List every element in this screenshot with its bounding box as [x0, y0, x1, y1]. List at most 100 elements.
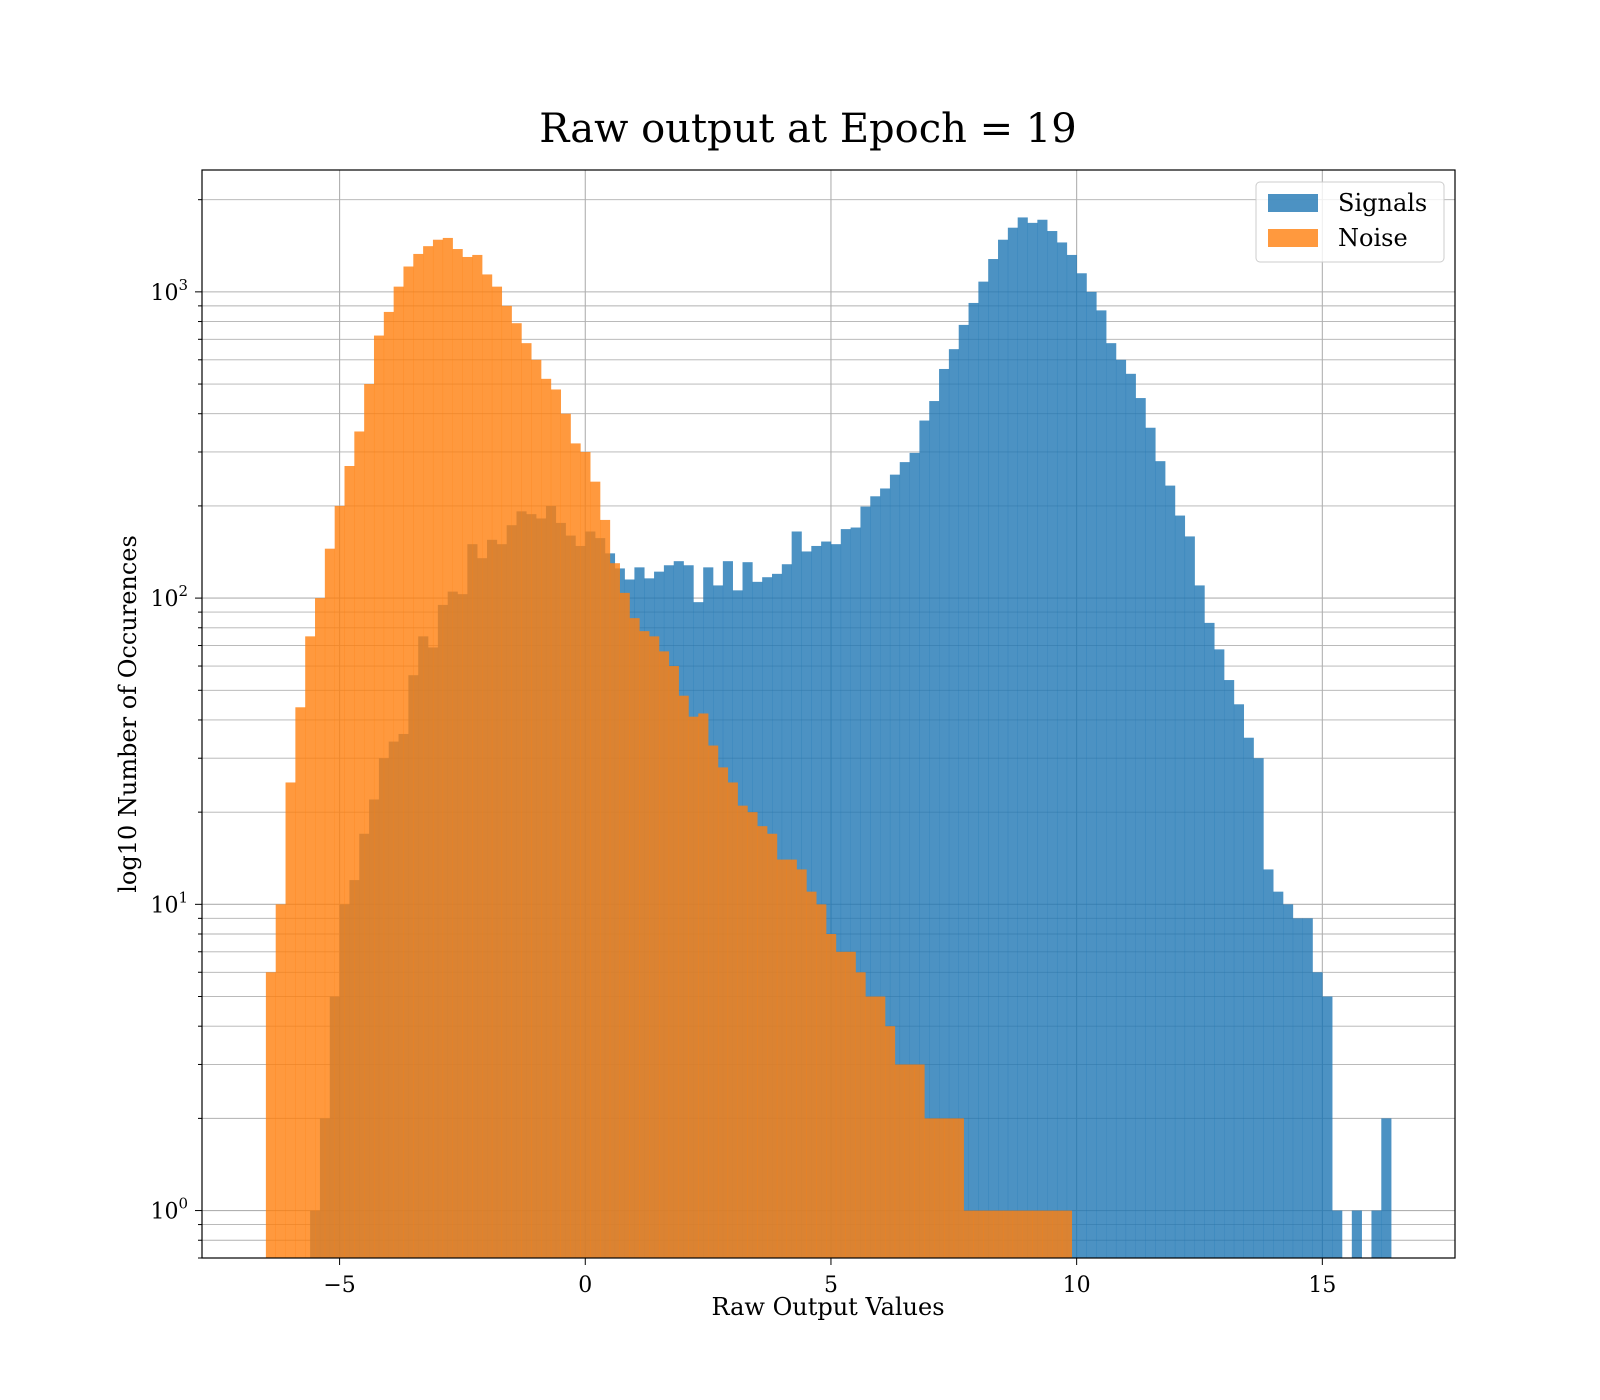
bar-signals: [830, 544, 842, 1258]
bar-noise: [639, 631, 650, 1258]
bar-signals: [1302, 918, 1313, 1258]
bar-noise: [1032, 1210, 1043, 1258]
bar-noise: [717, 767, 729, 1258]
bar-noise: [364, 384, 375, 1258]
bar-noise: [1061, 1210, 1073, 1258]
bar-signals: [919, 420, 930, 1258]
bar-noise: [295, 707, 306, 1258]
bar-noise: [885, 1026, 896, 1258]
bar-noise: [501, 305, 512, 1258]
bar-noise: [727, 782, 738, 1258]
bar-signals: [1106, 343, 1117, 1258]
bar-noise: [590, 481, 601, 1259]
bar-signals: [821, 541, 832, 1258]
bar-noise: [560, 413, 571, 1258]
legend-label-signals: Signals: [1338, 189, 1427, 217]
bar-signals: [1253, 758, 1264, 1258]
bar-noise: [265, 972, 277, 1258]
y-tick-base: 10: [150, 893, 178, 918]
bar-noise: [452, 249, 463, 1258]
bar-signals: [998, 239, 1009, 1258]
bar-noise: [835, 951, 846, 1258]
bar-noise: [767, 833, 778, 1258]
bar-noise: [442, 237, 453, 1258]
x-tick-label: 10: [1063, 1273, 1091, 1298]
bar-noise: [541, 378, 552, 1258]
bar-noise: [953, 1118, 964, 1258]
bar-noise: [1052, 1210, 1063, 1258]
bar-noise: [393, 286, 404, 1258]
bar-noise: [570, 443, 581, 1258]
bar-noise: [413, 253, 424, 1258]
bars-layer: [265, 217, 1392, 1259]
bar-signals: [1056, 242, 1068, 1259]
bar-signals: [1115, 359, 1127, 1259]
bar-noise: [403, 266, 414, 1258]
bar-signals: [1283, 904, 1294, 1258]
legend: Signals Noise: [1255, 181, 1445, 263]
bar-noise: [1002, 1210, 1014, 1258]
bar-signals: [1086, 291, 1097, 1258]
bar-noise: [531, 359, 542, 1259]
y-tick-label: 100: [150, 1195, 188, 1225]
legend-swatch-noise: [1268, 229, 1318, 247]
series-noise: [265, 237, 1073, 1259]
y-tick-label: 101: [150, 888, 188, 918]
bar-noise: [482, 274, 493, 1258]
bar-noise: [550, 389, 562, 1259]
x-tick-label: 15: [1308, 1273, 1336, 1298]
bar-noise: [344, 465, 355, 1258]
bar-noise: [324, 548, 335, 1258]
bar-signals: [840, 529, 851, 1258]
bar-signals: [1243, 737, 1254, 1258]
bar-signals: [1292, 918, 1303, 1258]
bar-noise: [649, 636, 660, 1258]
plot-area: [201, 169, 1456, 1259]
bar-signals: [1204, 622, 1215, 1258]
x-axis-title: Raw Output Values: [711, 1293, 944, 1321]
bar-signals: [929, 401, 940, 1259]
bar-noise: [1022, 1210, 1033, 1258]
bar-noise: [934, 1118, 945, 1258]
bar-noise: [1012, 1210, 1023, 1258]
bar-noise: [511, 323, 522, 1259]
bar-noise: [845, 951, 856, 1258]
bar-signals: [1312, 972, 1323, 1258]
bar-signals: [1332, 1210, 1343, 1258]
bar-noise: [973, 1210, 984, 1258]
y-tick-exponent: 1: [178, 888, 188, 906]
y-tick-label: 102: [150, 582, 188, 612]
bar-noise: [806, 891, 817, 1258]
bar-signals: [988, 259, 999, 1258]
bar-noise: [285, 782, 296, 1258]
bar-noise: [708, 745, 719, 1258]
bar-noise: [373, 335, 385, 1258]
bar-signals: [899, 462, 910, 1258]
bar-signals: [1017, 217, 1028, 1259]
plot-frame: [201, 169, 1456, 1259]
bar-noise: [698, 713, 709, 1258]
bar-signals: [1184, 536, 1195, 1258]
bar-signals: [1125, 373, 1136, 1258]
bar-noise: [875, 996, 886, 1258]
bar-noise: [275, 904, 286, 1258]
bar-signals: [958, 324, 969, 1258]
bar-signals: [909, 452, 920, 1258]
bar-signals: [1263, 869, 1274, 1258]
bar-noise: [826, 934, 837, 1258]
bar-noise: [668, 666, 679, 1258]
bar-noise: [865, 996, 876, 1258]
y-tick-exponent: 2: [178, 582, 188, 600]
legend-label-noise: Noise: [1338, 224, 1408, 252]
bar-noise: [786, 859, 797, 1258]
bar-signals: [948, 349, 960, 1258]
bar-signals: [1233, 704, 1245, 1258]
bar-noise: [462, 256, 473, 1258]
bar-signals: [1381, 1118, 1392, 1258]
y-tick-base: 10: [150, 1200, 178, 1225]
bar-signals: [1224, 680, 1235, 1258]
bar-noise: [678, 695, 689, 1258]
bar-noise: [658, 651, 670, 1258]
bar-noise: [747, 812, 758, 1258]
bar-noise: [472, 254, 483, 1258]
